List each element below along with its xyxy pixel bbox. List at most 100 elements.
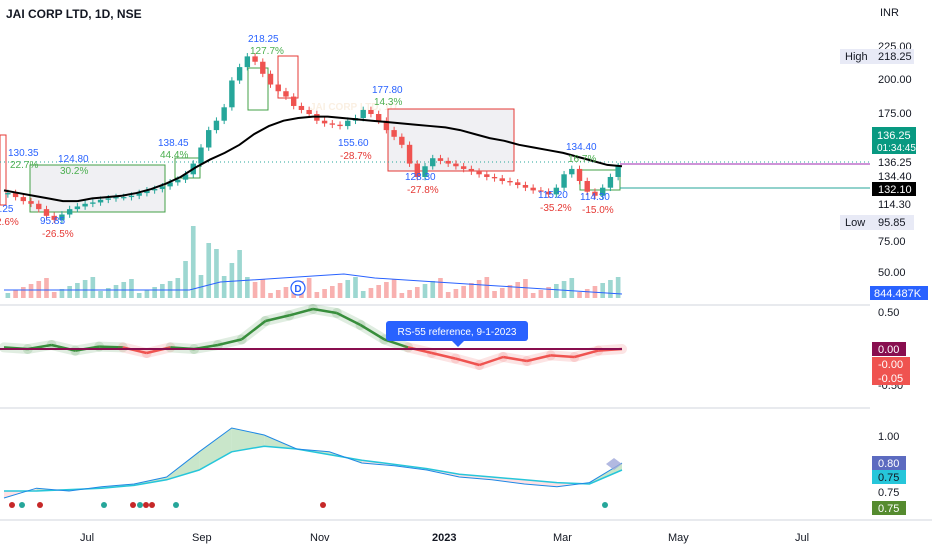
osc-tag-slow-value: 0.75 <box>878 472 899 484</box>
volume-bar <box>67 286 72 298</box>
osc-slow-line <box>4 445 623 492</box>
high-tag-value: 218.25 <box>878 51 912 63</box>
signal-dot <box>137 502 143 508</box>
volume-bar <box>314 292 320 298</box>
rs-tooltip-pointer <box>452 341 464 347</box>
annotation-pct: -15.0% <box>582 205 614 216</box>
volume-bar <box>546 287 551 298</box>
candle-body <box>306 109 312 114</box>
osc-axis-075: 0.75 <box>878 487 899 499</box>
volume-bar <box>407 290 412 298</box>
rs-line-segment <box>502 355 528 363</box>
dividend-marker[interactable] <box>290 280 306 296</box>
volume-bar <box>20 287 26 298</box>
rs-tooltip-text: RS-55 reference, 9-1-2023 <box>398 327 517 338</box>
candle-body <box>128 195 135 198</box>
annotation-price: 124.80 <box>58 154 89 165</box>
volume-bar <box>469 283 474 298</box>
candle-body <box>422 166 428 177</box>
volume-bar <box>237 250 242 298</box>
candle-body <box>561 174 567 188</box>
signal-dot <box>320 502 326 508</box>
signal-dot <box>149 502 155 508</box>
volume-bar <box>530 293 536 298</box>
volume-bar <box>615 277 621 298</box>
x-tick-may: May <box>668 532 689 544</box>
candle-body <box>167 182 173 187</box>
volume-ma-line <box>4 273 623 295</box>
volume-bar <box>113 285 119 298</box>
osc-axis-100: 1.00 <box>878 431 899 443</box>
volume-bar <box>492 291 497 298</box>
candle-body <box>113 197 119 199</box>
volume-bar <box>90 277 96 298</box>
volume-bar <box>98 291 103 298</box>
candle-body <box>267 73 274 85</box>
candle-body <box>383 120 390 131</box>
axis-tick-75: 75.00 <box>878 236 906 248</box>
volume-bar <box>206 243 212 298</box>
signal-dots-group <box>9 502 608 508</box>
candle-body <box>97 199 104 203</box>
rs-line-segment <box>336 311 362 327</box>
rs-line-segment <box>288 307 314 317</box>
axis-tick-200: 200.00 <box>878 74 912 86</box>
candle-body <box>515 182 521 186</box>
x-tick-jul-2: Jul <box>795 532 809 544</box>
volume-bar <box>391 279 397 298</box>
annotation-price: 134.40 <box>566 142 597 153</box>
annotation-price: 218.25 <box>248 34 279 45</box>
rs-line-segment <box>265 314 290 323</box>
candle-body <box>283 91 289 97</box>
candle-body <box>221 107 227 121</box>
annotation-pct: 127.7% <box>250 46 284 57</box>
level-tag-132 <box>872 182 916 196</box>
candle-body <box>615 166 621 177</box>
candle-body <box>51 215 57 220</box>
rs-line-segment <box>455 357 480 367</box>
candle-body <box>82 203 88 207</box>
candle-body <box>530 187 536 191</box>
candle-body <box>569 168 575 175</box>
annotation-pct: 30.2% <box>60 166 88 177</box>
candle-body <box>545 191 552 195</box>
dividend-marker-label: D <box>294 284 301 295</box>
candle-body <box>159 186 166 190</box>
rs-line-segment <box>478 355 504 367</box>
annotation-price: 95.85 <box>40 216 65 227</box>
volume-tag-value: 844.487K <box>874 288 922 300</box>
volume-bar <box>245 277 250 298</box>
rs-reference-tooltip <box>386 321 528 341</box>
last-price-tag <box>872 127 916 154</box>
annotation-pct: -26.5% <box>42 229 74 240</box>
candle-body <box>360 109 366 119</box>
volume-bar <box>523 279 528 298</box>
candle-body <box>484 174 490 177</box>
candle-body <box>136 193 142 196</box>
candle-body <box>105 198 111 200</box>
rs-tag-ref <box>872 342 906 356</box>
volume-bar <box>368 288 374 298</box>
volume-bar <box>399 293 405 298</box>
volume-bar <box>275 290 281 298</box>
volume-bar <box>144 290 150 298</box>
volume-bar <box>608 280 613 298</box>
currency-label: INR <box>880 7 899 19</box>
range-box-red-1 <box>277 55 299 99</box>
volume-tag <box>870 286 928 300</box>
candle-body <box>175 179 181 183</box>
annotation-price: 114.30 <box>580 192 610 203</box>
candle-body <box>499 178 505 181</box>
candle-body <box>244 56 251 68</box>
range-box-green-3 <box>247 67 269 111</box>
x-tick-mar: Mar <box>553 532 572 544</box>
candle-body <box>198 147 204 164</box>
candle-body <box>74 206 81 210</box>
signal-dot <box>37 502 43 508</box>
candle-body <box>584 181 590 192</box>
candle-body <box>213 120 220 131</box>
candle-body <box>453 163 459 167</box>
annotation-price: 6.25 <box>0 204 14 215</box>
candle-body <box>538 190 544 192</box>
axis-tick-50: 50.00 <box>878 267 906 279</box>
